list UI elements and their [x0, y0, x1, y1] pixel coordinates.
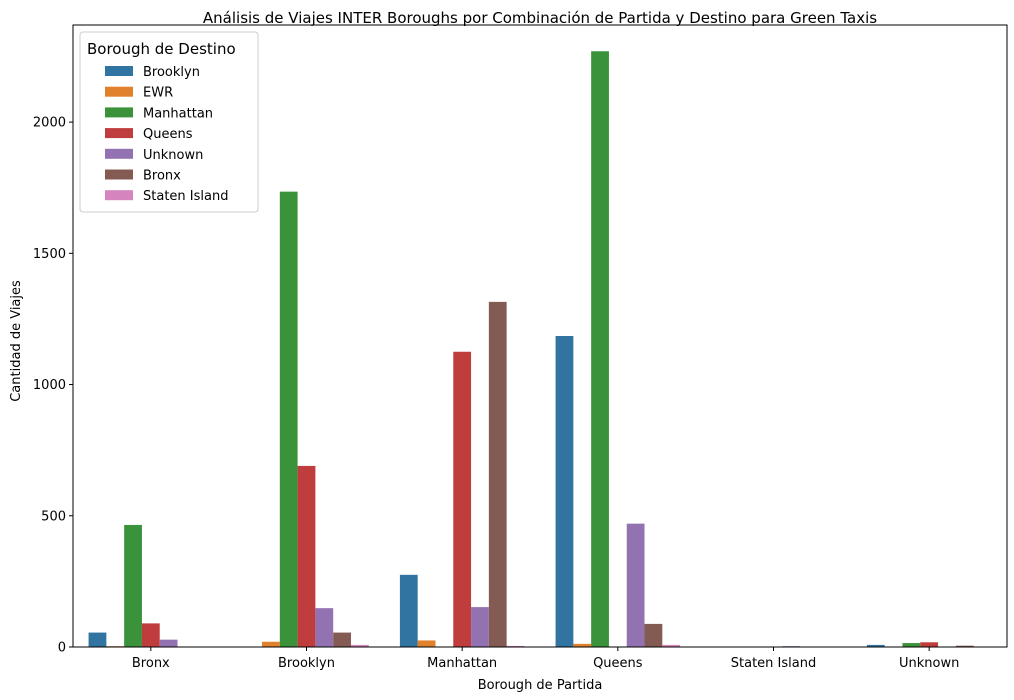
- legend-swatch: [105, 66, 133, 76]
- bar: [591, 51, 609, 648]
- legend: Borough de Destino Brooklyn EWR Manhattan Q…: [79, 31, 259, 213]
- x-tick-label: Unknown: [899, 656, 959, 671]
- bar: [333, 632, 351, 647]
- y-axis: 0 500 1000 1500 2000: [33, 116, 73, 656]
- legend-swatch: [105, 128, 133, 139]
- bar: [573, 643, 592, 647]
- bar: [159, 639, 178, 647]
- bar: [417, 640, 436, 647]
- bar: [902, 643, 921, 647]
- legend-label: Brooklyn: [143, 65, 200, 80]
- bar: [399, 574, 418, 647]
- x-axis-label: Borough de Partida: [478, 678, 603, 693]
- bars-group: [88, 51, 974, 648]
- bar: [920, 642, 939, 647]
- bar: [866, 644, 885, 647]
- x-tick-label: Brooklyn: [278, 656, 335, 671]
- bar: [124, 524, 142, 647]
- x-tick-label: Staten Island: [731, 656, 816, 671]
- y-tick-label: 500: [41, 509, 66, 524]
- legend-label: Unknown: [143, 148, 203, 163]
- legend-label: Manhattan: [143, 106, 213, 121]
- x-tick-label: Bronx: [132, 656, 170, 671]
- bar: [471, 607, 489, 647]
- y-tick-label: 1500: [33, 247, 66, 262]
- bar: [297, 465, 316, 647]
- legend-label: Bronx: [143, 169, 181, 184]
- legend-label: Staten Island: [143, 189, 228, 204]
- legend-label: Queens: [143, 127, 193, 142]
- legend-label: EWR: [143, 86, 173, 101]
- plot-frame: [72, 24, 1008, 648]
- bar: [626, 523, 645, 647]
- legend-items: Brooklyn EWR Manhattan Queens Unknown Bronx St…: [105, 65, 228, 204]
- bar: [88, 632, 107, 647]
- legend-title: Borough de Destino: [87, 40, 236, 58]
- bar: [350, 644, 369, 647]
- bar: [955, 645, 974, 647]
- bar: [644, 623, 663, 647]
- y-tick-label: 0: [58, 641, 66, 656]
- y-tick-label: 2000: [33, 116, 66, 131]
- bar: [141, 623, 160, 647]
- y-tick-label: 1000: [33, 378, 66, 393]
- bar: [453, 351, 472, 647]
- bar: [662, 644, 681, 647]
- bar: [488, 301, 507, 647]
- x-tick-label: Queens: [593, 656, 643, 671]
- bar: [555, 336, 574, 647]
- legend-box: [79, 31, 259, 213]
- bar: [262, 641, 280, 647]
- bar: [506, 645, 525, 647]
- legend-swatch: [105, 190, 133, 201]
- bar: [315, 608, 334, 647]
- chart-title: Análisis de Viajes INTER Boroughs por Co…: [203, 9, 877, 27]
- legend-swatch: [105, 86, 133, 97]
- legend-swatch: [105, 169, 133, 180]
- y-axis-label: Cantidad de Viajes: [9, 280, 24, 402]
- legend-swatch: [105, 107, 133, 118]
- x-tick-label: Manhattan: [427, 656, 497, 671]
- legend-swatch: [105, 148, 133, 159]
- x-axis: Bronx Brooklyn Manhattan Queens Staten Islan…: [132, 647, 959, 671]
- bar: [279, 191, 298, 647]
